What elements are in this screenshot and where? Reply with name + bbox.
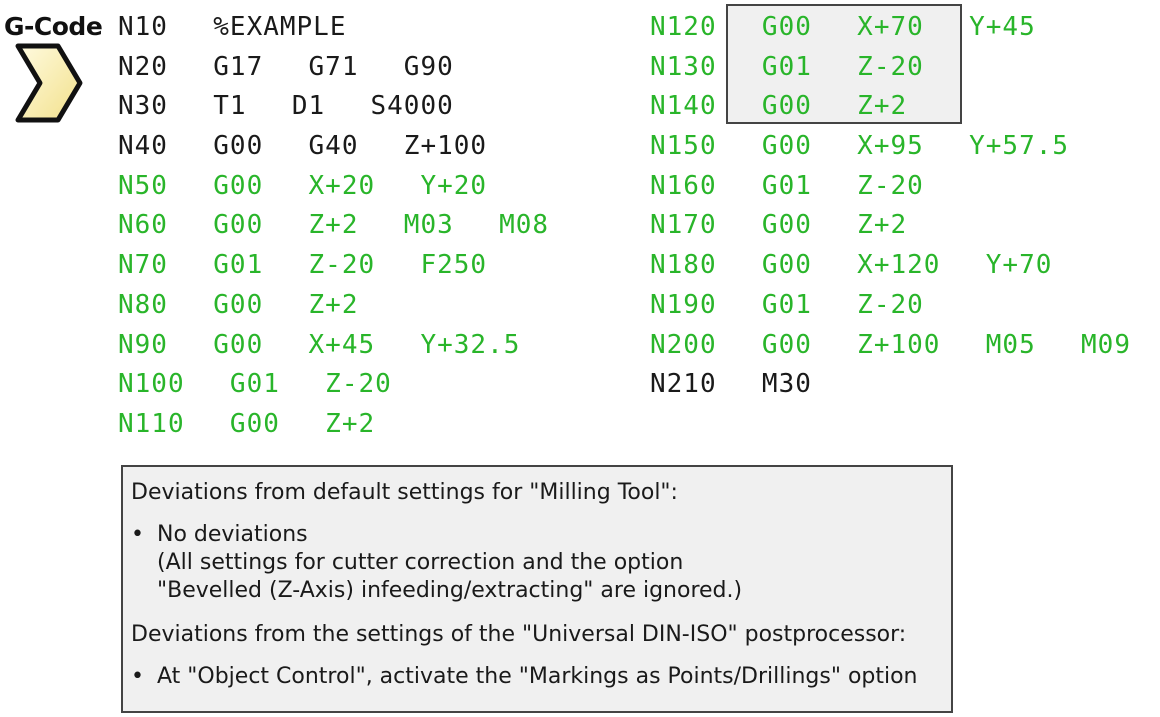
code-line: N80 G00 Z+2 [118,289,359,320]
code-line: N140 G00 Z+2 [650,91,908,122]
note-text: At "Object Control", activate the "Marki… [157,664,918,689]
code-line: N200 G00 Z+100 M05 M09 [650,329,1131,360]
code-line: N20 G17 G71 G90 [118,51,454,82]
code-line: N40 G00 G40 Z+100 [118,131,488,162]
code-line: N100 G01 Z-20 [118,369,392,400]
code-line: N170 G00 Z+2 [650,210,908,241]
highlight-box [726,4,962,124]
code-column-right: N120 G00 X+70 Y+45 N130 G01 Z-20 N140 G00 … [650,8,1131,405]
chevron-right-icon [15,43,83,123]
code-line: N150 G00 X+95 Y+57.5 [650,131,1070,162]
code-line: N90 G00 X+45 Y+32.5 [118,329,521,360]
code-line: N210 M30 [650,369,812,400]
list-item: • At "Object Control", activate the "Mar… [131,663,951,691]
code-line: N130 G01 Z-20 [650,51,924,82]
code-line: N50 G00 X+20 Y+20 [118,170,488,201]
code-line: N30 T1 D1 S4000 [118,91,454,122]
bullet: • [131,522,144,547]
notes-box: Deviations from default settings for "Mi… [121,465,953,713]
code-line: N70 G01 Z-20 F250 [118,250,488,281]
code-line: N120 G00 X+70 Y+45 [650,12,1036,42]
notes-heading-postprocessor: Deviations from the settings of the "Uni… [131,622,907,647]
notes-list-1: • No deviations (All settings for cutter… [131,521,951,605]
bullet: • [131,664,144,689]
note-text: "Bevelled (Z-Axis) infeeding/extracting"… [157,578,743,603]
code-line: N190 G01 Z-20 [650,289,924,320]
notes-heading-milling-tool: Deviations from default settings for "Mi… [131,480,678,505]
code-line: N60 G00 Z+2 M03 M08 [118,210,550,241]
code-line: N160 G01 Z-20 [650,170,924,201]
code-line: N10 %EXAMPLE [118,12,347,42]
code-column-left: N10 %EXAMPLE N20 G17 G71 G90 N30 T1 D1 S40… [118,8,549,445]
code-line: N110 G00 Z+2 [118,408,376,439]
code-line: N180 G00 X+120 Y+70 [650,250,1053,281]
notes-list-2: • At "Object Control", activate the "Mar… [131,663,951,691]
list-item: • No deviations (All settings for cutter… [131,521,951,605]
note-text: No deviations [157,522,308,547]
gcode-title: G-Code [4,12,103,41]
note-text: (All settings for cutter correction and … [157,550,684,575]
